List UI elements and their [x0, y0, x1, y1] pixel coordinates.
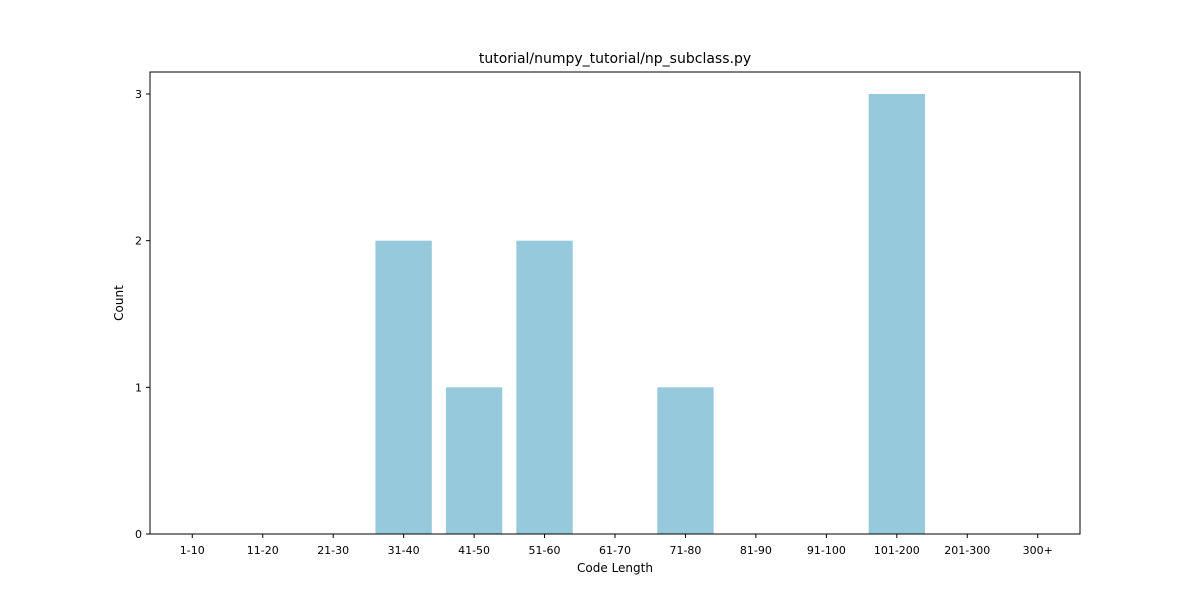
bar-41-50: [445, 387, 503, 534]
x-axis: 1-10 11-20 21-30 31-40 41-50 51-60 61-70 71-80 8…: [180, 534, 1053, 557]
x-tick-label: 61-70: [599, 544, 631, 557]
bar-31-40: [375, 240, 432, 535]
y-tick-label: 3: [135, 88, 142, 101]
x-tick-label: 21-30: [317, 544, 349, 557]
y-tick-label: 0: [135, 528, 142, 541]
x-tick-label: 31-40: [388, 544, 420, 557]
x-tick-label: 91-100: [807, 544, 846, 557]
bar-51-60: [516, 240, 573, 535]
x-tick-label: 201-300: [944, 544, 990, 557]
chart-title: tutorial/numpy_tutorial/np_subclass.py: [479, 51, 751, 67]
plot-area-frame: [149, 71, 1081, 535]
y-tick-label: 1: [135, 381, 142, 394]
x-tick-label: 1-10: [180, 544, 205, 557]
x-axis-label: Code Length: [577, 561, 653, 575]
x-tick-label: 71-80: [669, 544, 701, 557]
x-tick-label: 101-200: [874, 544, 920, 557]
y-axis: 0 1 2 3: [135, 88, 150, 541]
x-tick-label: 51-60: [529, 544, 561, 557]
x-tick-label: 41-50: [458, 544, 490, 557]
y-axis-label: Count: [112, 285, 126, 321]
bar-101-200: [868, 94, 925, 534]
x-tick-label: 81-90: [740, 544, 772, 557]
bar-71-80: [657, 387, 714, 534]
x-tick-label: 11-20: [247, 544, 279, 557]
y-tick-label: 2: [135, 235, 142, 248]
x-tick-label: 300+: [1023, 544, 1053, 557]
bars-layer: [375, 94, 925, 535]
